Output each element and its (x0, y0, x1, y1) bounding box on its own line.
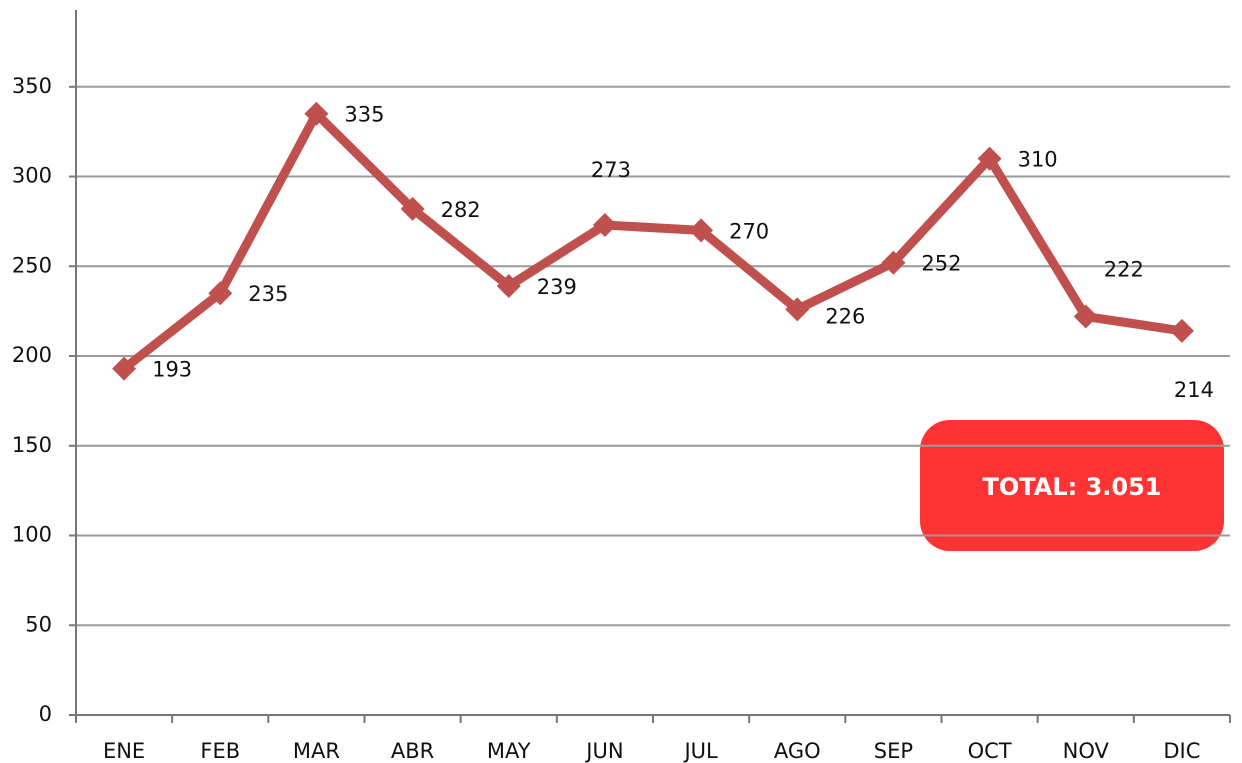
marker (785, 297, 810, 322)
line (121, 109, 1183, 373)
y-tick-label: 250 (12, 253, 52, 277)
data-label: 239 (537, 275, 577, 299)
y-tick-label: 200 (12, 343, 52, 367)
y-tick-label: 50 (25, 612, 52, 636)
data-label: 235 (248, 282, 288, 306)
marker (496, 274, 521, 299)
marker (1169, 318, 1194, 343)
x-tick-label: NOV (1063, 739, 1110, 763)
x-tick-label: JUL (682, 739, 718, 763)
y-tick-label: 350 (12, 74, 52, 98)
x-tick-label: FEB (200, 739, 240, 763)
x-tick-label: AGO (774, 739, 821, 763)
y-tick-label: 150 (12, 433, 52, 457)
x-tick-label: JUN (584, 739, 623, 763)
total-label: TOTAL: 3.051 (982, 473, 1161, 501)
data-label: 273 (591, 158, 631, 182)
data-label: 252 (921, 252, 961, 276)
marker (400, 196, 425, 221)
marker (112, 356, 137, 381)
data-label: 335 (344, 103, 384, 127)
marker (1073, 304, 1098, 329)
data-label: 193 (152, 358, 192, 382)
marker (977, 146, 1002, 171)
marker (208, 281, 233, 306)
data-label: 270 (729, 219, 769, 243)
data-label: 214 (1174, 378, 1214, 402)
data-label: 226 (825, 304, 865, 328)
y-tick-label: 300 (12, 164, 52, 188)
marker (592, 213, 617, 237)
x-tick-label: SEP (874, 739, 913, 763)
marker (304, 101, 329, 126)
data-label: 222 (1104, 258, 1144, 282)
x-tick-label: DIC (1163, 739, 1200, 763)
x-tick-label: MAY (487, 739, 531, 763)
x-tick-label: MAR (293, 739, 340, 763)
y-tick-label: 0 (39, 702, 52, 726)
x-tick-label: ENE (103, 739, 145, 763)
data-label: 310 (1018, 148, 1058, 172)
marker (689, 218, 714, 243)
data-label: 282 (441, 198, 481, 222)
y-tick-label: 100 (12, 523, 52, 547)
x-tick-label: ABR (391, 739, 434, 763)
total-box (920, 420, 1224, 551)
x-tick-label: OCT (968, 739, 1012, 763)
marker (881, 250, 906, 275)
